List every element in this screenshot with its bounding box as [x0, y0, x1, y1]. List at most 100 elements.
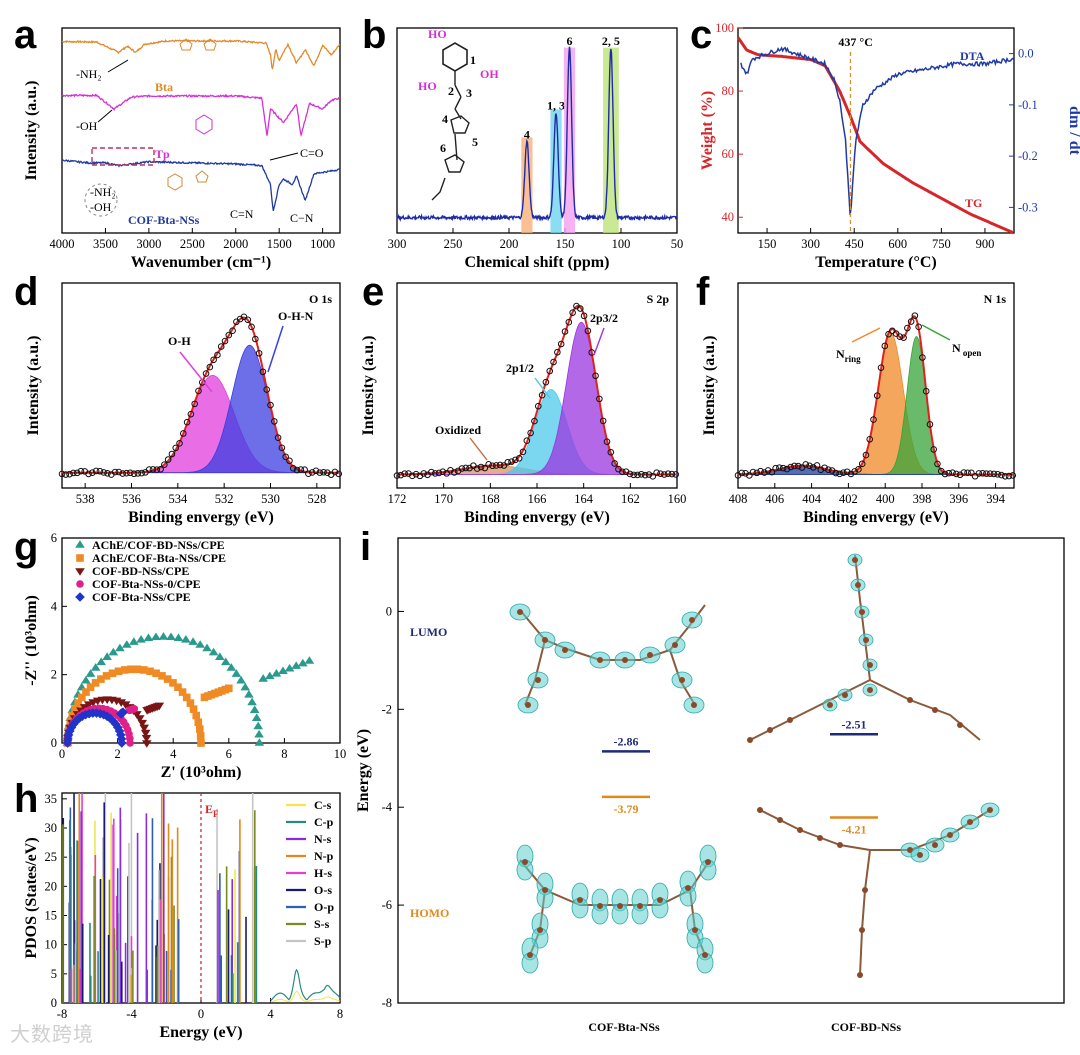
y-axis-label-left: Weight (%): [699, 91, 716, 171]
y-axis-label: Intensity (a.u.): [25, 335, 42, 435]
data-point: [653, 469, 660, 477]
atom: [597, 903, 603, 909]
data-point: [534, 402, 542, 410]
atom: [842, 692, 848, 698]
subscript: open: [961, 348, 982, 358]
data-point: [100, 469, 107, 476]
data-point: [873, 392, 881, 399]
atom: [542, 887, 548, 893]
x-tick-label: 162: [621, 492, 640, 506]
data-point: [527, 429, 534, 437]
data-point: [638, 470, 645, 478]
data-point: [247, 697, 257, 706]
data-point: [557, 340, 565, 348]
series-label-tg: TG: [965, 196, 982, 210]
data-point: [512, 456, 519, 464]
highlight-circle: [84, 183, 118, 217]
y-axis-label: -Z'' (10³ohm): [23, 595, 40, 686]
legend-label: O-p: [314, 900, 334, 914]
y-tick-label: 4: [51, 599, 58, 613]
x-tick-label: 250: [444, 237, 463, 251]
data-point: [462, 464, 470, 472]
data-point: [975, 470, 983, 477]
data-point: [907, 318, 915, 325]
data-point: [92, 467, 100, 475]
data-point: [108, 716, 118, 726]
data-point: [221, 337, 229, 345]
data-point: [66, 470, 73, 478]
plot-i: 0 -2 -4 -6 -8 Energy (eV) LUMO HOMO -2.86 -3.79 -2…: [355, 537, 1065, 1034]
x-tick-label: 600: [888, 237, 907, 251]
data-point: [813, 462, 821, 469]
atom: [987, 807, 993, 813]
data-point: [764, 467, 772, 474]
y-tick-label: 0: [51, 996, 57, 1010]
atom: [597, 657, 603, 663]
data-point: [123, 469, 130, 477]
data-point: [672, 471, 680, 478]
data-point: [607, 448, 615, 456]
data-point: [102, 672, 111, 680]
label-pointer: [921, 324, 951, 341]
panel-label-h: h: [14, 777, 38, 821]
y-tick-label: 30: [45, 821, 58, 835]
data-point: [132, 711, 142, 719]
data-point: [82, 688, 90, 696]
y-tick-label: 35: [45, 792, 58, 806]
atom: [692, 927, 698, 933]
data-point: [210, 356, 217, 364]
data-point: [136, 635, 146, 643]
data-point: [71, 705, 79, 713]
data-point: [113, 722, 123, 733]
data-point: [843, 468, 851, 476]
data-point: [225, 331, 233, 339]
data-point: [757, 467, 764, 475]
atom: [702, 952, 708, 958]
legend-label: N-s: [314, 832, 332, 846]
data-point: [240, 682, 251, 691]
atom: [852, 557, 858, 563]
data-point: [896, 333, 904, 341]
atom: [527, 952, 533, 958]
data-point: [121, 640, 132, 648]
annotation-nh2-b: -NH₂: [90, 185, 116, 199]
tp-molecule-sketch: [195, 114, 213, 135]
atom: [672, 642, 678, 648]
spectrum-title: O 1s: [309, 292, 332, 306]
data-point: [481, 464, 489, 472]
data-point: [153, 466, 161, 473]
data-point: [157, 465, 164, 473]
data-point: [1009, 472, 1017, 479]
data-point: [1005, 472, 1013, 480]
x-tick-label: 164: [574, 492, 594, 506]
data-point: [753, 469, 761, 477]
data-point: [998, 471, 1005, 479]
data-point: [75, 540, 85, 548]
y-tick-label: 5: [51, 967, 57, 981]
x-tick-label: 0: [59, 747, 65, 761]
data-point: [320, 468, 327, 476]
data-point: [979, 470, 986, 477]
data-point: [259, 368, 267, 376]
atom: [867, 687, 873, 693]
atom: [862, 887, 868, 893]
atom: [637, 903, 643, 909]
data-point: [649, 473, 657, 480]
annotation-oh: -OH: [76, 119, 98, 133]
x-tick-label: 166: [528, 492, 547, 506]
data-point: [840, 469, 847, 476]
data-point: [952, 470, 960, 478]
plot-f: 408 406 404 402 400 398 396 394 Binding envergy …: [701, 282, 1017, 526]
data-point: [63, 730, 74, 740]
data-point: [134, 470, 142, 477]
data-point: [983, 470, 990, 477]
annotation-arrow: [107, 59, 129, 73]
label-num: 2: [448, 84, 454, 98]
x-tick-label: 10: [334, 747, 347, 761]
annotation-arrow: [269, 152, 299, 161]
series-label-bta: Bta: [155, 80, 173, 94]
legend-label: S-s: [314, 917, 330, 931]
x-tick-label: 300: [801, 237, 820, 251]
energy-level-label: -2.51: [842, 717, 867, 731]
